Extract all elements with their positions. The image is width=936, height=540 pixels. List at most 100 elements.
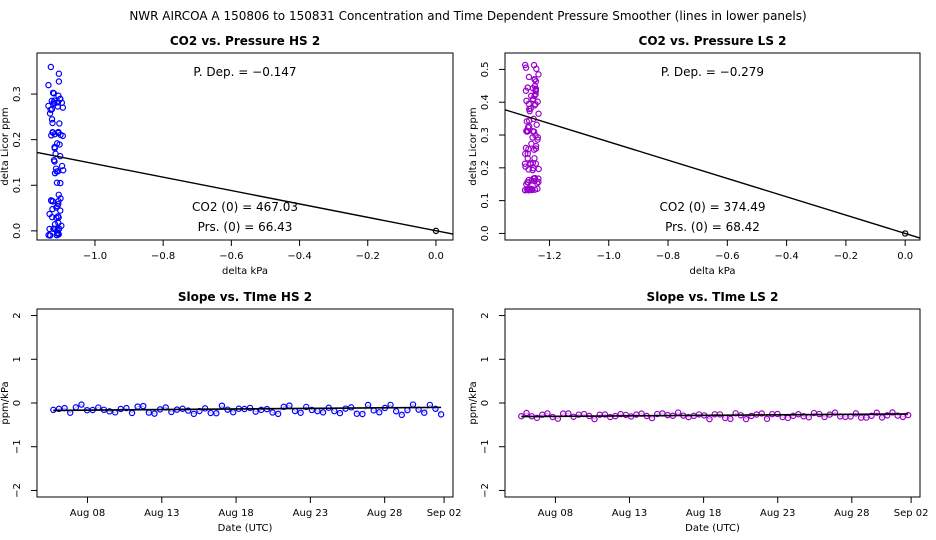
data-point (521, 187, 529, 194)
y-tick-label: −1 (480, 439, 491, 454)
y-axis-label: ppm/kPa (0, 381, 11, 424)
data-point (532, 100, 539, 108)
data-point (48, 116, 56, 123)
panel-title: CO2 vs. Pressure LS 2 (639, 34, 787, 48)
data-point (151, 410, 158, 417)
y-tick-label: 0.0 (480, 225, 491, 241)
y-tick-label: 0.1 (12, 177, 23, 193)
x-axis-label: Date (UTC) (218, 523, 273, 534)
data-point (533, 121, 540, 128)
x-tick-label: Aug 18 (218, 508, 253, 519)
x-tick-label: 0.0 (897, 251, 913, 262)
data-point (52, 165, 60, 172)
y-tick-label: 0.1 (480, 193, 491, 209)
co2-zero-annotation: CO2 (0) = 467.03 (192, 200, 298, 214)
data-point (49, 119, 56, 127)
series-trace (521, 412, 909, 420)
data-point (269, 409, 276, 416)
prs-zero-annotation: Prs. (0) = 66.43 (198, 220, 293, 234)
data-point (47, 63, 55, 71)
y-tick-label: 0.5 (480, 61, 491, 77)
data-point (524, 186, 532, 193)
data-point (763, 415, 771, 423)
x-tick-label: −0.6 (219, 251, 243, 262)
data-point (45, 102, 52, 110)
data-point (884, 412, 891, 419)
plot-frame (36, 308, 454, 498)
x-axis-label: delta kPa (689, 266, 735, 277)
data-point (246, 404, 254, 412)
x-tick-label: −0.8 (151, 251, 175, 262)
data-point (46, 225, 53, 233)
data-point (532, 160, 540, 167)
data-point (123, 404, 130, 412)
data-point (531, 177, 538, 185)
data-point (55, 128, 62, 136)
data-point (530, 128, 538, 135)
x-tick-label: Sep 02 (427, 508, 462, 519)
y-tick-label: 1 (12, 356, 23, 362)
figure-title-wrap: NWR AIRCOA A 150806 to 150831 Concentrat… (0, 5, 936, 24)
smoother-line (53, 406, 442, 412)
data-point (50, 99, 57, 106)
x-tick-label: −0.4 (287, 251, 311, 262)
y-tick-label: 0.3 (12, 86, 23, 102)
data-point (218, 402, 226, 409)
data-point (533, 65, 540, 73)
data-point (308, 406, 316, 414)
data-point (529, 166, 536, 174)
data-point (529, 134, 536, 141)
data-point (868, 412, 875, 420)
data-point (319, 409, 327, 416)
data-point (49, 89, 57, 97)
x-tick-label: −1.0 (597, 251, 621, 262)
data-point (873, 409, 880, 416)
data-point (55, 78, 63, 85)
x-tick-label: −0.8 (656, 251, 680, 262)
x-tick-label: Aug 28 (367, 508, 402, 519)
fit-line (36, 151, 454, 235)
x-tick-label: −0.4 (774, 251, 798, 262)
data-point (376, 409, 383, 416)
data-point (530, 175, 538, 182)
data-point (53, 140, 61, 147)
data-point (889, 409, 896, 416)
data-point (421, 409, 428, 416)
data-point (535, 165, 542, 173)
x-tick-label: Aug 23 (760, 508, 795, 519)
data-point (52, 225, 59, 233)
x-tick-label: −1.0 (83, 251, 107, 262)
data-point (274, 410, 282, 418)
data-point (523, 409, 530, 417)
data-point (531, 82, 539, 90)
y-tick-label: −1 (12, 439, 23, 454)
y-tick-label: 0 (480, 400, 491, 406)
data-point (55, 191, 62, 198)
data-point (56, 95, 64, 103)
data-point (525, 166, 532, 173)
data-point (742, 415, 750, 423)
data-point (432, 405, 439, 412)
data-point (533, 414, 541, 422)
data-point (48, 213, 56, 221)
data-point (54, 202, 61, 210)
x-tick-label: −0.2 (834, 251, 858, 262)
data-point (521, 61, 529, 69)
panel-slope-vs-time-hs2: Slope vs. TIme HS 2 Aug 08 Aug 13 Aug 18 Aug… (0, 290, 461, 534)
y-tick-label: 2 (480, 312, 491, 318)
data-point (59, 132, 66, 140)
y-tick-label: −2 (480, 483, 491, 498)
y-tick-label: 0.2 (480, 160, 491, 176)
data-point (53, 204, 60, 211)
prs-zero-annotation: Prs. (0) = 68.42 (665, 220, 760, 234)
x-tick-label: Sep 02 (894, 508, 929, 519)
plot-frame (36, 52, 454, 241)
data-point (56, 120, 63, 127)
data-point (523, 181, 530, 188)
panel-co2-vs-pressure-ls2: CO2 vs. Pressure LS 2 −1.2 −1.0 −0.8 −0.6 −0.… (468, 34, 921, 277)
data-point (525, 117, 533, 124)
data-point (526, 123, 533, 130)
plot-frame (504, 308, 921, 498)
y-tick-label: 0.0 (12, 223, 23, 239)
